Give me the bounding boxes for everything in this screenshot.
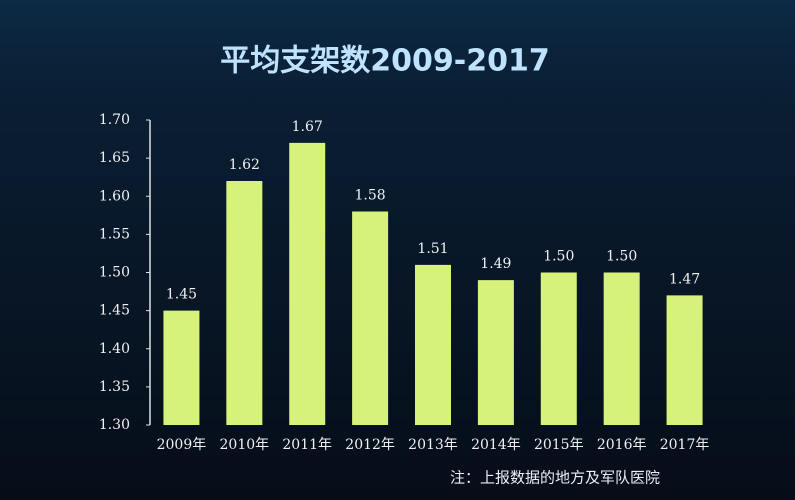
x-tick-label: 2009年 — [157, 437, 207, 453]
bar — [226, 181, 263, 425]
footnote: 注：上报数据的地方及军队医院 — [450, 469, 660, 487]
y-tick-label: 1.35 — [99, 379, 130, 395]
value-label: 1.67 — [292, 119, 323, 135]
y-tick-label: 1.30 — [99, 417, 130, 433]
x-tick-label: 2010年 — [220, 437, 270, 453]
value-label: 1.62 — [229, 157, 260, 173]
bar — [666, 295, 703, 425]
y-tick-label: 1.65 — [99, 150, 130, 166]
x-tick-label: 2017年 — [660, 437, 710, 453]
x-tick-label: 2013年 — [408, 437, 458, 453]
value-label: 1.50 — [606, 249, 637, 265]
y-tick-label: 1.60 — [99, 188, 130, 204]
bar — [163, 310, 200, 425]
bar — [540, 272, 577, 425]
bar — [477, 280, 514, 425]
bar — [352, 211, 389, 425]
bar — [603, 272, 640, 425]
value-label: 1.45 — [166, 287, 197, 303]
y-tick-label: 1.55 — [99, 226, 130, 242]
value-label: 1.49 — [480, 256, 511, 272]
value-label: 1.58 — [355, 188, 386, 204]
y-tick-label: 1.70 — [99, 112, 130, 128]
x-tick-label: 2014年 — [471, 437, 521, 453]
bar — [415, 264, 451, 425]
value-label: 1.51 — [417, 241, 448, 257]
bar — [289, 142, 326, 425]
chart-title: 平均支架数2009-2017 — [220, 44, 549, 79]
x-tick-label: 2011年 — [282, 437, 332, 453]
x-tick-label: 2012年 — [345, 437, 395, 453]
y-tick-label: 1.40 — [99, 341, 130, 357]
value-label: 1.50 — [543, 249, 574, 265]
y-tick-label: 1.45 — [99, 303, 130, 319]
x-tick-label: 2015年 — [534, 437, 584, 453]
value-label: 1.47 — [669, 271, 700, 287]
y-tick-label: 1.50 — [99, 265, 130, 281]
x-tick-label: 2016年 — [597, 437, 647, 453]
